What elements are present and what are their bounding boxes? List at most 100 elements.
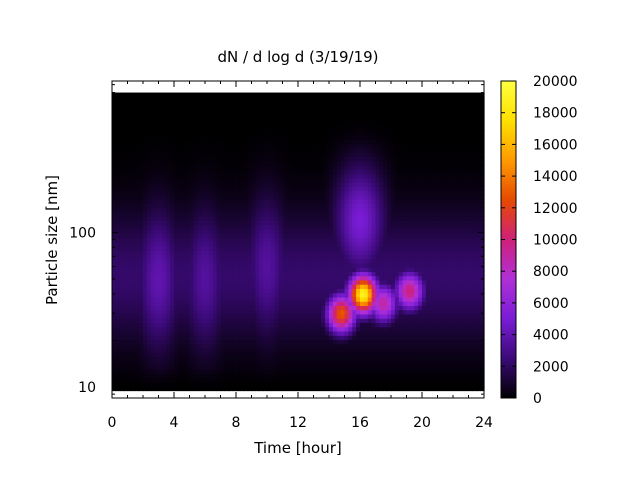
heatmap-cell	[460, 224, 466, 230]
heatmap-cell	[282, 228, 287, 234]
heatmap-cell	[135, 309, 140, 315]
heatmap-cell	[340, 335, 346, 341]
heatmap-cell	[224, 326, 229, 332]
heatmap-cell	[309, 245, 315, 251]
heatmap-cell	[212, 211, 218, 217]
heatmap-cell	[321, 169, 326, 175]
heatmap-cell	[185, 275, 191, 281]
heatmap-cell	[162, 301, 167, 306]
heatmap-cell	[301, 275, 307, 281]
heatmap-cell	[224, 377, 229, 383]
heatmap-cell	[201, 228, 206, 234]
heatmap-cell	[201, 245, 206, 251]
heatmap-cell	[391, 203, 396, 209]
heatmap-cell	[456, 330, 462, 336]
heatmap-cell	[239, 211, 245, 217]
heatmap-cell	[379, 207, 384, 213]
heatmap-cell	[143, 288, 148, 294]
heatmap-cell	[480, 233, 485, 238]
heatmap-cell	[371, 279, 377, 285]
heatmap-cell	[232, 309, 237, 315]
heatmap-cell	[468, 245, 473, 251]
heatmap-cell	[309, 352, 315, 358]
heatmap-cell	[158, 181, 163, 187]
heatmap-cell	[480, 267, 485, 272]
heatmap-cell	[344, 254, 349, 260]
heatmap-cell	[437, 228, 442, 234]
heatmap-plot-area	[111, 80, 485, 399]
heatmap-cell	[220, 305, 225, 311]
heatmap-cell	[425, 198, 431, 204]
heatmap-cell	[437, 296, 442, 302]
heatmap-cell	[228, 382, 233, 387]
heatmap-cell	[402, 330, 408, 336]
heatmap-cell	[391, 173, 396, 179]
heatmap-cell	[391, 241, 396, 247]
heatmap-cell	[348, 292, 353, 298]
heatmap-cell	[472, 279, 477, 285]
heatmap-cell	[208, 190, 214, 196]
heatmap-cell	[375, 220, 380, 226]
heatmap-cell	[360, 326, 365, 332]
heatmap-cell	[185, 245, 191, 251]
heatmap-cell	[220, 250, 225, 255]
heatmap-cell	[143, 364, 148, 370]
heatmap-cell	[383, 173, 388, 179]
heatmap-cell	[274, 301, 280, 306]
heatmap-cell	[453, 254, 458, 260]
heatmap-cell	[394, 177, 400, 183]
heatmap-cell	[480, 186, 485, 192]
heatmap-cell	[387, 373, 392, 379]
heatmap-cell	[402, 305, 408, 311]
heatmap-cell	[464, 203, 470, 209]
heatmap-cell	[410, 198, 415, 204]
heatmap-cell	[363, 339, 369, 345]
heatmap-cell	[422, 258, 427, 264]
heatmap-cell	[445, 284, 450, 289]
heatmap-cell	[402, 241, 408, 247]
heatmap-cell	[127, 233, 132, 238]
heatmap-cell	[348, 258, 353, 264]
heatmap-cell	[139, 237, 144, 243]
heatmap-cell	[460, 181, 466, 187]
heatmap-cell	[205, 267, 210, 272]
heatmap-cell	[166, 228, 171, 234]
heatmap-cell	[437, 245, 442, 251]
heatmap-cell	[441, 369, 446, 375]
heatmap-cell	[236, 288, 241, 294]
heatmap-cell	[270, 186, 276, 192]
heatmap-cell	[243, 335, 249, 341]
heatmap-cell	[379, 216, 384, 221]
heatmap-cell	[410, 339, 415, 345]
heatmap-cell	[220, 356, 225, 362]
heatmap-cell	[278, 330, 284, 336]
heatmap-cell	[112, 322, 117, 328]
heatmap-cell	[174, 211, 179, 217]
heatmap-cell	[243, 279, 249, 285]
heatmap-cell	[410, 326, 415, 332]
heatmap-cell	[456, 190, 462, 196]
heatmap-cell	[139, 169, 144, 175]
heatmap-cell	[406, 343, 411, 349]
heatmap-cell	[348, 386, 353, 392]
heatmap-cell	[208, 275, 214, 281]
heatmap-cell	[305, 330, 311, 336]
heatmap-cell	[367, 181, 373, 187]
heatmap-cell	[143, 258, 148, 264]
heatmap-cell	[294, 382, 299, 387]
heatmap-cell	[239, 386, 245, 392]
heatmap-cell	[224, 203, 229, 209]
heatmap-cell	[143, 228, 148, 234]
heatmap-cell	[340, 305, 346, 311]
heatmap-cell	[224, 177, 229, 183]
heatmap-cell	[356, 190, 361, 196]
heatmap-cell	[150, 313, 156, 319]
heatmap-cell	[177, 169, 183, 175]
heatmap-cell	[185, 262, 191, 268]
heatmap-cell	[356, 194, 361, 200]
heatmap-cell	[185, 241, 191, 247]
heatmap-cell	[255, 352, 260, 358]
heatmap-cell	[472, 330, 477, 336]
heatmap-cell	[154, 284, 160, 289]
heatmap-cell	[371, 305, 377, 311]
